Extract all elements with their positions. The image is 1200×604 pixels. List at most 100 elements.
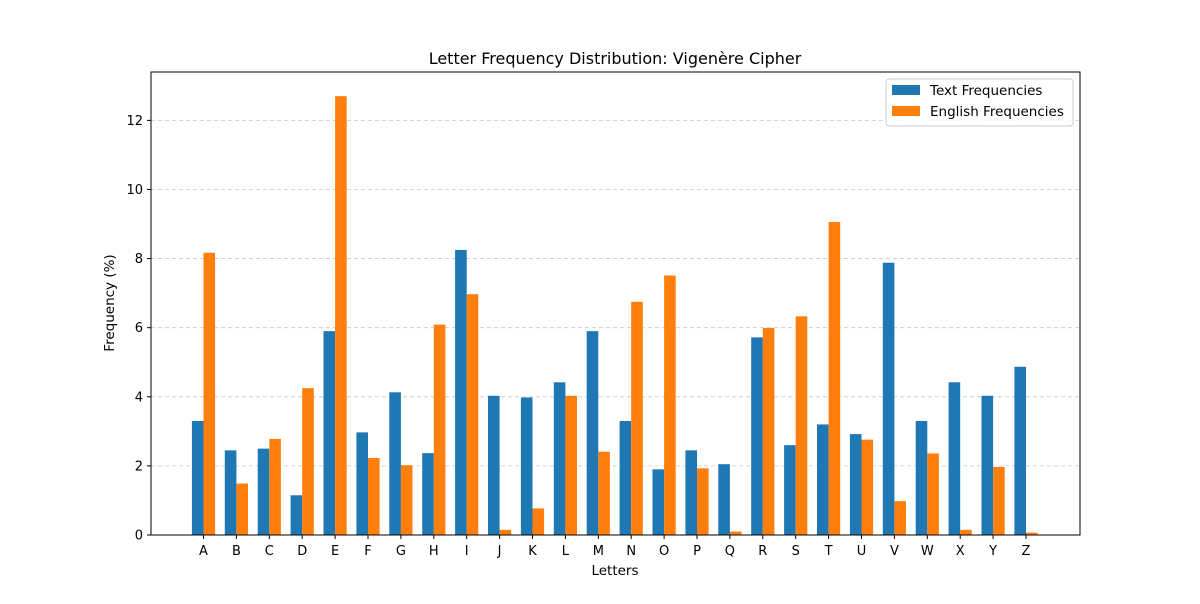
bar-text-frequencies-r [751,337,763,535]
x-tick-label-h: H [429,544,439,559]
legend: Text Frequencies English Frequencies [885,78,1074,127]
y-tick-label: 0 [135,529,143,544]
x-tick-label-t: T [824,544,833,559]
bar-text-frequencies-f [356,432,368,535]
y-tick-label: 2 [135,459,143,474]
y-tick-label: 10 [126,183,143,198]
x-tick-label-l: L [562,544,570,559]
bar-text-frequencies-e [323,331,336,535]
bar-english-frequencies-m [598,451,610,535]
bar-text-frequencies-s [784,445,796,535]
bar-english-frequencies-k [532,508,545,535]
bar-text-frequencies-j [488,395,500,535]
bar-english-frequencies-o [664,275,676,535]
bar-text-frequencies-p [685,450,697,535]
x-tick-label-f: F [364,544,371,559]
bar-english-frequencies-g [400,465,413,535]
bar-english-frequencies-h [433,324,446,535]
bar-text-frequencies-u [849,434,862,535]
bar-english-frequencies-w [927,453,939,535]
bar-english-frequencies-r [762,328,775,535]
y-tick-label: 6 [135,321,143,336]
x-axis-label: Letters [591,563,638,579]
bar-text-frequencies-l [553,382,566,535]
bar-text-frequencies-t [817,424,829,535]
x-tick-label-a: A [199,544,208,559]
bar-text-frequencies-d [290,495,303,535]
bar-text-frequencies-y [981,395,994,535]
bar-english-frequencies-e [335,96,347,535]
x-axis: A B C D E F G H I J K L M N O P Q R S T U V W X Y Z [199,535,1031,559]
x-tick-label-k: K [528,544,537,559]
x-tick-label-b: B [232,544,241,559]
bar-english-frequencies-z [1026,532,1038,535]
bar-english-frequencies-i [466,294,479,535]
y-tick-label: 12 [126,114,143,129]
x-tick-label-n: N [626,544,636,559]
bar-text-frequencies-g [389,392,401,535]
bar-text-frequencies-h [422,453,434,535]
bar-text-frequencies-v [882,262,895,535]
legend-swatch-english-frequencies [892,106,920,116]
bar-text-frequencies-o [652,469,665,535]
legend-label-text-frequencies: Text Frequencies [929,83,1042,99]
y-axis-label: Frequency (%) [102,254,118,351]
x-tick-label-d: D [297,544,307,559]
bar-english-frequencies-t [828,221,841,535]
bar-english-frequencies-f [368,457,380,535]
x-tick-label-p: P [693,544,701,559]
x-tick-label-q: Q [725,544,735,559]
y-axis: 0 2 4 6 8 10 12 [126,114,151,544]
bar-text-frequencies-m [586,331,599,535]
bar-english-frequencies-u [861,439,874,535]
bar-text-frequencies-a [191,420,204,535]
chart-title: Letter Frequency Distribution: Vigenère … [429,49,802,68]
bar-english-frequencies-n [631,301,643,535]
x-tick-label-e: E [331,544,339,559]
bar-text-frequencies-k [520,397,533,535]
x-tick-label-o: O [659,544,669,559]
bar-text-frequencies-c [257,448,270,535]
x-tick-label-x: X [956,544,965,559]
x-tick-label-v: V [890,544,899,559]
bar-english-frequencies-p [697,468,709,535]
bar-text-frequencies-n [619,420,632,535]
x-tick-label-s: S [792,544,800,559]
legend-label-english-frequencies: English Frequencies [930,104,1064,120]
bar-text-frequencies-x [948,382,961,535]
bar-english-frequencies-q [729,531,742,535]
bar-text-frequencies-q [718,464,730,535]
bar-text-frequencies-b [224,450,237,535]
bars [191,96,1038,536]
x-tick-label-j: J [497,544,502,559]
bar-english-frequencies-s [795,316,808,535]
bar-english-frequencies-j [499,529,512,535]
bar-english-frequencies-l [565,395,577,535]
x-tick-label-m: M [593,544,604,559]
bar-english-frequencies-a [203,252,216,536]
bar-text-frequencies-i [455,249,467,535]
bar-english-frequencies-c [269,438,281,535]
bar-english-frequencies-v [894,501,906,535]
x-tick-label-i: I [465,544,469,559]
plot-frame [150,71,1081,536]
x-tick-label-g: G [396,544,406,559]
x-tick-label-u: U [857,544,867,559]
x-tick-label-r: R [758,544,767,559]
x-tick-label-y: Y [988,544,997,559]
bar-english-frequencies-d [302,388,314,535]
bar-english-frequencies-y [993,466,1005,535]
y-tick-label: 4 [135,390,143,405]
x-tick-label-w: W [921,544,934,559]
bar-english-frequencies-x [960,529,972,535]
legend-box [885,78,1074,127]
bar-text-frequencies-z [1014,366,1026,535]
y-tick-label: 8 [135,252,143,267]
bar-text-frequencies-w [915,420,928,535]
x-tick-label-c: C [265,544,274,559]
legend-swatch-text-frequencies [892,85,920,95]
bar-english-frequencies-b [236,483,248,535]
x-tick-label-z: Z [1022,544,1031,559]
